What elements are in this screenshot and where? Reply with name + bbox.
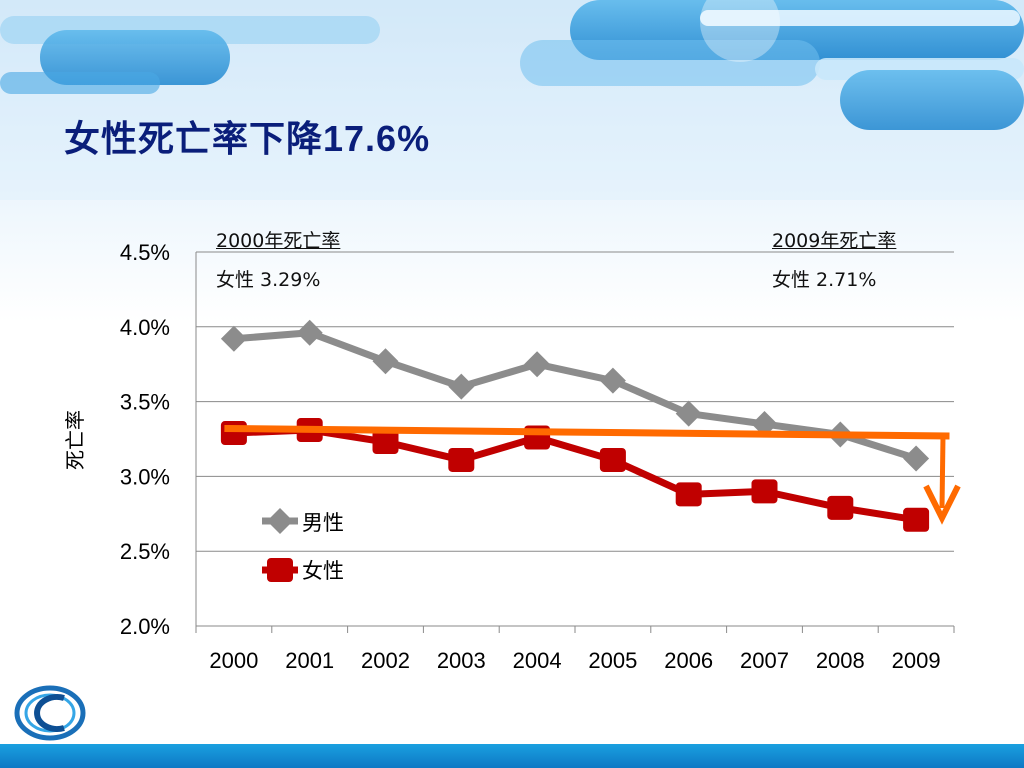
y-tick-label: 2.0% <box>120 614 170 639</box>
y-tick-label: 2.5% <box>120 539 170 564</box>
y-axis-label: 死亡率 <box>63 410 87 470</box>
x-tick-label: 2009 <box>892 648 941 673</box>
company-logo <box>14 685 86 741</box>
x-tick-label: 2002 <box>361 648 410 673</box>
title-text: 女性死亡率下降 <box>64 118 324 160</box>
data-point-female <box>599 447 626 472</box>
x-tick-label: 2005 <box>588 648 637 673</box>
data-point-female <box>220 421 247 446</box>
note-2009-heading: 2009年死亡率 <box>772 230 897 252</box>
data-point-female <box>448 447 475 472</box>
data-point-female <box>751 479 778 504</box>
x-tick-label: 2004 <box>513 648 562 673</box>
mortality-line-chart: 2.0% 2.5% 3.0% 3.5% 4.0% 4.5% 2000 2001 2002 2003… <box>63 240 961 673</box>
x-tick-label: 2007 <box>740 648 789 673</box>
y-tick-label: 3.5% <box>120 390 170 415</box>
data-point-male <box>448 373 475 400</box>
data-point-female <box>675 482 702 507</box>
series-line-male <box>233 329 918 462</box>
legend-label-female: 女性 <box>302 559 344 583</box>
y-tick-label: 4.0% <box>120 315 170 340</box>
data-point-male <box>751 411 778 438</box>
x-tick-label: 2001 <box>285 648 334 673</box>
note-2000-value: 女性 3.29% <box>216 269 321 291</box>
trend-line <box>224 424 950 440</box>
x-tick-label: 2000 <box>209 648 258 673</box>
data-point-female <box>372 429 399 454</box>
data-point-male <box>599 367 626 394</box>
legend-label-male: 男性 <box>302 511 344 535</box>
data-point-male <box>903 445 930 472</box>
data-point-female <box>903 507 930 532</box>
slide-title: 女性死亡率下降17.6% <box>64 110 430 162</box>
x-tick-label: 2006 <box>664 648 713 673</box>
data-point-female <box>827 495 854 520</box>
trend-arrow-shaft <box>939 435 946 509</box>
data-point-male <box>296 319 323 346</box>
x-tick-label: 2003 <box>437 648 486 673</box>
y-tick-label: 4.5% <box>120 240 170 265</box>
note-2000: 2000年死亡率 女性 3.29% <box>216 226 340 292</box>
series-line-female <box>233 426 917 524</box>
title-percent: 17.6% <box>323 118 431 159</box>
note-2009-value: 女性 2.71% <box>772 269 877 291</box>
trend-arrow-head <box>923 484 961 525</box>
legend-marker-female <box>267 558 293 582</box>
data-point-male <box>372 348 399 375</box>
data-point-male <box>220 325 247 352</box>
data-point-male <box>675 400 702 427</box>
footer-bar <box>0 744 1024 768</box>
x-tick-label: 2008 <box>816 648 865 673</box>
note-2009: 2009年死亡率 女性 2.71% <box>772 226 896 292</box>
data-point-male <box>524 351 551 378</box>
legend-marker-male <box>267 508 293 534</box>
header-background <box>0 0 1024 200</box>
note-2000-heading: 2000年死亡率 <box>216 230 341 252</box>
y-tick-label: 3.0% <box>120 464 170 489</box>
